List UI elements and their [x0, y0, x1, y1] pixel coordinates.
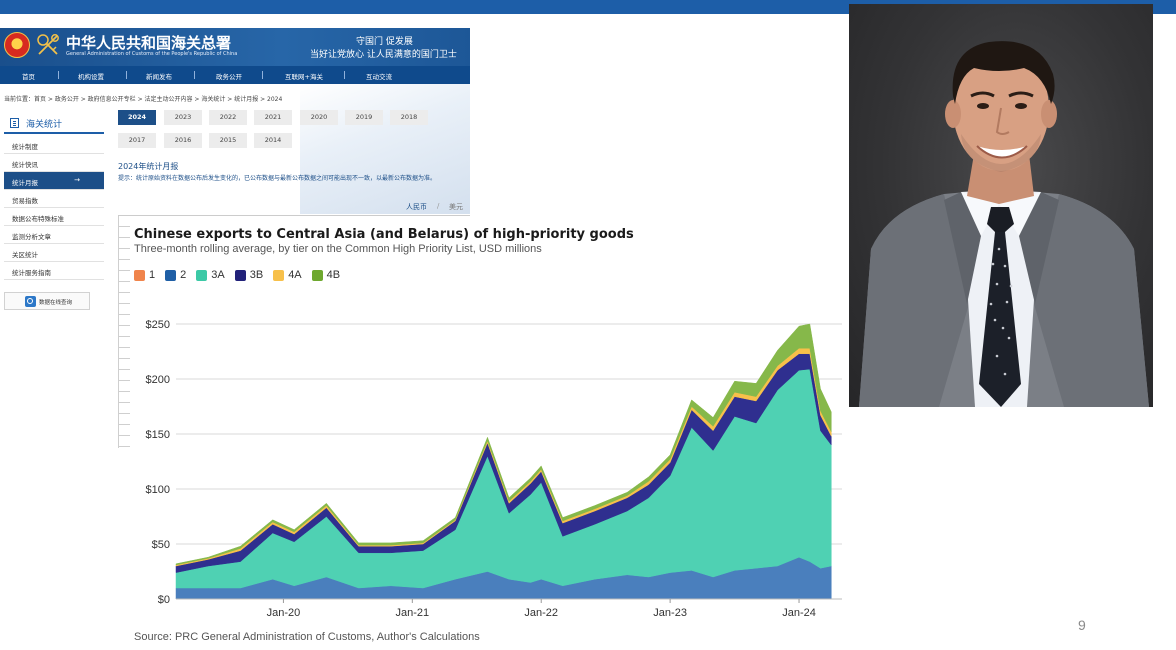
legend-item-tier-4b: 4B	[311, 269, 340, 281]
nav-item-news[interactable]: 新闻发布	[146, 73, 172, 81]
banner-sky-decoration	[300, 84, 470, 214]
year-button-2018[interactable]: 2018	[390, 110, 428, 125]
chart-title: Chinese exports to Central Asia (and Bel…	[134, 227, 634, 242]
legend-item-tier-2: 2	[165, 269, 186, 281]
sidebar-menu: 统计制度 统计快讯 统计月报 → 贸易指数 数据公布特殊标准 监测分析文章 关区统…	[4, 136, 104, 280]
report-title: 2024年统计月报	[118, 162, 179, 171]
sidebar-item-trade-index[interactable]: 贸易指数	[4, 190, 104, 208]
chart-subtitle: Three-month rolling average, by tier on …	[134, 243, 542, 255]
year-button-2014[interactable]: 2014	[254, 133, 292, 148]
site-title: 中华人民共和国海关总署	[66, 34, 232, 52]
data-query-button[interactable]: 数据在线查询	[4, 292, 90, 310]
site-nav-bar: 首页 机构设置 新闻发布 政务公开 互联网+海关 互动交流	[0, 66, 470, 84]
y-tick-label: $100	[146, 484, 170, 496]
speaker-photo	[849, 4, 1153, 407]
year-button-2015[interactable]: 2015	[209, 133, 247, 148]
year-button-2016[interactable]: 2016	[164, 133, 202, 148]
year-button-2017[interactable]: 2017	[118, 133, 156, 148]
x-tick-label: Jan-20	[267, 607, 301, 619]
year-button-2024[interactable]: 2024	[118, 110, 156, 125]
sidebar-heading-label: 海关统计	[26, 120, 63, 130]
customs-keys-icon	[37, 34, 59, 55]
x-tick-label: Jan-23	[653, 607, 687, 619]
chart-card: $0 $50 $100 $150 $200 $250 Jan-20 Jan-21 Jan-22 J…	[130, 220, 846, 650]
site-slogan-line2: 当好让党放心 让人民满意的国门卫士	[310, 50, 457, 60]
legend-item-tier-3a: 3A	[196, 269, 225, 281]
search-icon	[25, 296, 36, 307]
currency-separator: /	[437, 202, 440, 210]
currency-usd-link[interactable]: 美元	[449, 203, 463, 211]
y-tick-label: $0	[158, 594, 170, 606]
sidebar-item-district-stats[interactable]: 关区统计	[4, 244, 104, 262]
sidebar-heading: 海关统计	[4, 112, 104, 134]
sidebar-item-stat-flash[interactable]: 统计快讯	[4, 154, 104, 172]
y-tick-label: $150	[146, 429, 170, 441]
national-emblem-icon	[4, 32, 30, 58]
year-button-2020[interactable]: 2020	[300, 110, 338, 125]
page-number: 9	[1078, 617, 1086, 633]
y-tick-label: $50	[152, 539, 170, 551]
legend-item-tier-1: 1	[134, 269, 155, 281]
year-button-2019[interactable]: 2019	[345, 110, 383, 125]
currency-rmb-link[interactable]: 人民币	[406, 203, 427, 211]
year-button-2021[interactable]: 2021	[254, 110, 292, 125]
nav-item-home[interactable]: 首页	[22, 73, 35, 81]
x-tick-label: Jan-24	[782, 607, 816, 619]
sidebar-item-monthly-report[interactable]: 统计月报 →	[4, 172, 104, 190]
chart-legend: 1 2 3A 3B 4A 4B	[134, 269, 340, 281]
nav-item-internet-customs[interactable]: 互联网+海关	[285, 73, 323, 81]
nav-item-interaction[interactable]: 互动交流	[366, 73, 392, 81]
y-tick-label: $200	[146, 374, 170, 386]
site-slogan-line1: 守国门 促发展	[356, 37, 413, 47]
sidebar-item-special-standard[interactable]: 数据公布特殊标准	[4, 208, 104, 226]
x-tick-label: Jan-22	[524, 607, 558, 619]
x-tick-label: Jan-21	[396, 607, 430, 619]
y-tick-label: $250	[146, 319, 170, 331]
arrow-right-icon: →	[74, 176, 80, 184]
divider	[118, 215, 470, 216]
site-banner: 中华人民共和国海关总署 General Administration of Cu…	[0, 28, 470, 66]
area-chart: $0 $50 $100 $150 $200 $250 Jan-20 Jan-21 Jan-22 J…	[146, 319, 842, 619]
nav-item-government-affairs[interactable]: 政务公开	[216, 73, 242, 81]
sidebar-item-service-guide[interactable]: 统计服务指南	[4, 262, 104, 280]
site-subtitle: General Administration of Customs of the…	[66, 51, 238, 57]
year-button-2022[interactable]: 2022	[209, 110, 247, 125]
table-row-stubs	[118, 216, 130, 448]
year-button-2023[interactable]: 2023	[164, 110, 202, 125]
data-notice: 提示：统计原始资料在数据公布后发生变化的，已公布数据与最新公布数据之间可能出现不…	[118, 175, 437, 182]
legend-item-tier-4a: 4A	[273, 269, 302, 281]
breadcrumb: 当前位置：首页 > 政务公开 > 政府信息公开专栏 > 法定主动公开内容 > 海…	[4, 96, 283, 103]
document-icon	[10, 118, 19, 128]
sidebar-item-stat-system[interactable]: 统计制度	[4, 136, 104, 154]
sidebar-item-analysis-articles[interactable]: 监测分析文章	[4, 226, 104, 244]
chart-source: Source: PRC General Administration of Cu…	[134, 631, 480, 643]
legend-item-tier-3b: 3B	[234, 269, 263, 281]
person-portrait-illustration	[859, 41, 1149, 407]
area-series-4b	[175, 323, 832, 566]
nav-item-organization[interactable]: 机构设置	[78, 73, 104, 81]
